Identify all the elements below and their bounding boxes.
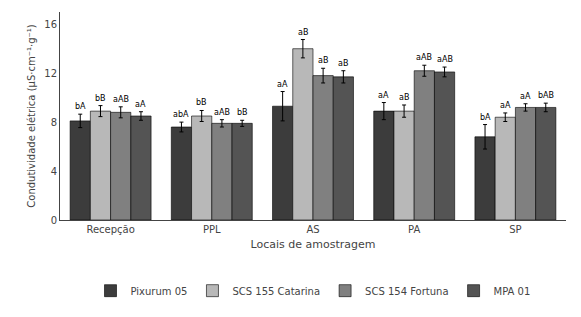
svg-text:aAB: aAB [416,53,432,62]
svg-text:SCS 155 Catarina: SCS 155 Catarina [232,286,320,297]
svg-text:16: 16 [44,19,57,30]
svg-text:aA: aA [277,80,288,89]
svg-text:SCS 154 Fortuna: SCS 154 Fortuna [365,286,448,297]
svg-text:aB: aB [338,59,348,68]
svg-text:bAB: bAB [538,91,554,100]
svg-text:Pixurum 05: Pixurum 05 [131,286,188,297]
svg-text:aB: aB [399,93,409,102]
svg-text:aB: aB [298,28,308,37]
svg-text:bB: bB [95,94,106,103]
svg-text:Condutividade elétrica (µS·cm⁻: Condutividade elétrica (µS·cm⁻¹·g⁻¹) [26,24,37,208]
svg-text:Recepção: Recepção [86,224,134,235]
svg-text:aA: aA [520,92,531,101]
svg-text:abA: abA [173,110,189,119]
svg-text:bA: bA [75,102,86,111]
svg-text:aB: aB [318,56,328,65]
svg-text:bB: bB [196,98,207,107]
svg-text:PA: PA [408,224,420,235]
svg-text:bB: bB [237,108,248,117]
svg-text:SP: SP [509,224,521,235]
svg-text:8: 8 [51,117,57,128]
svg-text:0: 0 [51,215,57,226]
svg-text:bA: bA [480,113,491,122]
svg-text:Locais de amostragem: Locais de amostragem [251,238,376,251]
svg-text:12: 12 [44,68,57,79]
svg-text:AS: AS [306,224,319,235]
svg-text:aA: aA [135,100,146,109]
svg-text:aAB: aAB [214,108,230,117]
svg-text:4: 4 [51,166,57,177]
svg-text:aAB: aAB [437,55,453,64]
svg-text:PPL: PPL [203,224,221,235]
svg-text:aAB: aAB [113,95,129,104]
svg-text:aA: aA [378,91,389,100]
svg-text:aA: aA [500,101,511,110]
svg-text:MPA 01: MPA 01 [494,286,531,297]
